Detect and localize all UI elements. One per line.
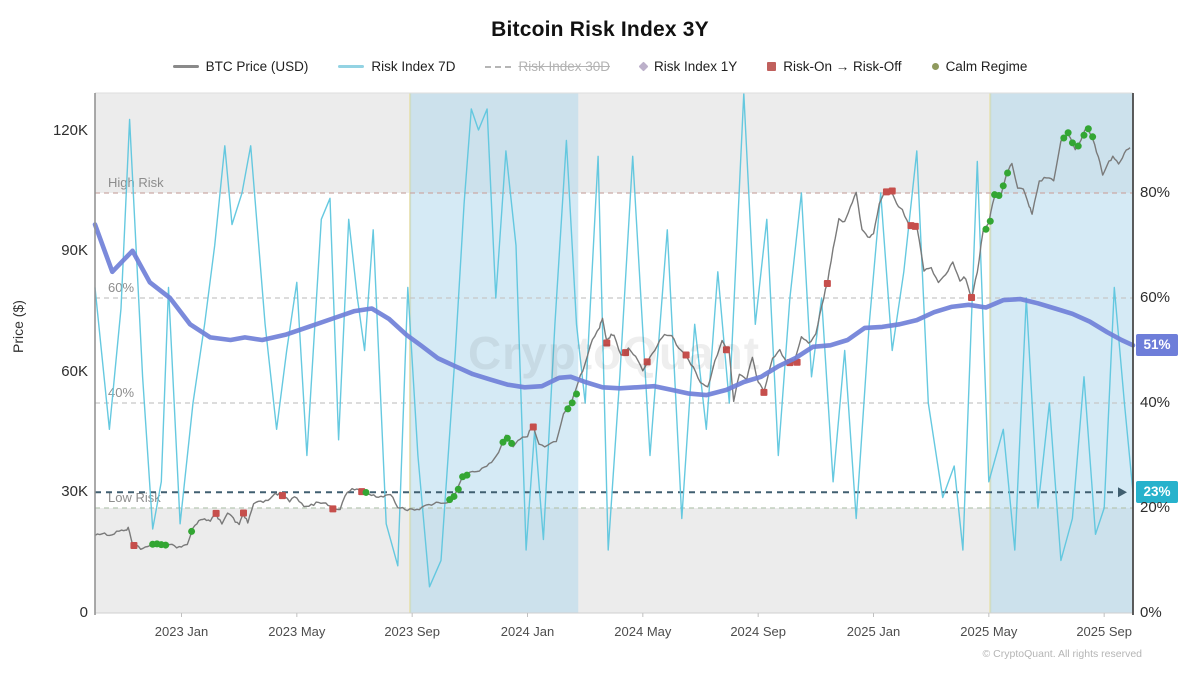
price-tick-label: 120K: [52, 121, 88, 139]
calm-regime-marker: [162, 541, 170, 549]
calm-regime-marker: [1060, 134, 1068, 142]
risk-off-marker: [911, 222, 919, 230]
calm-regime-marker: [1064, 129, 1072, 137]
risk-off-marker: [682, 351, 690, 359]
calm-regime-marker: [508, 439, 516, 447]
legend-swatch-icon: [172, 65, 199, 68]
price-axis-title: Price ($): [10, 300, 26, 353]
legend-swatch-icon: [485, 65, 512, 68]
risk-index-7d-line: [94, 92, 1134, 588]
price-tick-label: 60K: [61, 362, 88, 380]
legend-swatch-icon: [767, 62, 777, 71]
calm-regime-marker: [982, 225, 990, 233]
risk-off-marker: [529, 423, 537, 431]
legend-swatch-icon: [338, 65, 365, 68]
calm-regime-marker: [986, 217, 994, 225]
legend-item-1[interactable]: Risk Index 7D: [338, 59, 455, 74]
risk-off-marker: [212, 509, 220, 517]
price-tick-label: 90K: [61, 242, 88, 260]
calm-regime-marker: [1004, 169, 1012, 177]
calm-regime-marker: [463, 471, 471, 479]
pct-tick-label: 80%: [1140, 184, 1171, 201]
chart-legend: BTC Price (USD) Risk Index 7D Risk Index 3…: [0, 59, 1200, 74]
calm-regime-marker: [995, 191, 1003, 199]
pct-tick-label: 60%: [1140, 289, 1171, 306]
x-tick-label: 2025 Jan: [846, 624, 901, 639]
risk-off-marker: [603, 339, 611, 347]
legend-item-4[interactable]: Risk-On → Risk-Off: [767, 59, 902, 74]
risk-off-marker: [888, 187, 896, 195]
risk-index-1y-line: [92, 222, 1136, 398]
legend-item-2[interactable]: Risk Index 30D: [485, 59, 610, 74]
x-tick-label: 2024 Sep: [730, 624, 786, 639]
risk-off-marker: [643, 358, 651, 366]
legend-swatch-icon: [931, 63, 939, 70]
x-tick-label: 2025 May: [960, 624, 1018, 639]
legend-item-3[interactable]: Risk Index 1Y: [638, 59, 738, 74]
legend-label: Calm Regime: [945, 59, 1028, 74]
calm-regime-marker: [573, 390, 581, 398]
pct-tick-label: 40%: [1140, 394, 1171, 411]
risk-off-marker: [968, 294, 976, 302]
legend-label: BTC Price (USD): [205, 59, 309, 74]
gridline-label: 40%: [108, 385, 134, 400]
gridline-label: Low Risk: [108, 490, 161, 505]
risk-off-marker: [130, 541, 138, 549]
risk-off-marker: [823, 279, 831, 287]
current-value-arrow-icon: [1118, 487, 1127, 498]
calm-regime-marker: [454, 485, 462, 493]
price-tick-label: 0: [79, 604, 88, 621]
risk-7d-current-badge: 23%: [1136, 481, 1178, 504]
risk-off-marker: [329, 505, 337, 513]
x-tick-label: 2025 Sep: [1076, 624, 1132, 639]
legend-label: Risk Index 1Y: [654, 59, 738, 74]
calm-regime-marker: [564, 405, 572, 413]
calm-regime-marker: [568, 399, 576, 407]
x-tick-label: 2023 Sep: [384, 624, 440, 639]
highlight-band-0: [410, 93, 579, 613]
gridline-label: 60%: [108, 280, 134, 295]
pct-tick-label: 20%: [1140, 499, 1171, 516]
page-title: Bitcoin Risk Index 3Y: [491, 18, 709, 41]
calm-regime-marker: [1080, 131, 1088, 139]
risk-off-marker: [722, 346, 730, 354]
legend-label: Risk-On → Risk-Off: [783, 59, 902, 74]
risk-off-marker: [239, 509, 247, 517]
risk-off-marker: [760, 388, 768, 396]
risk-1y-current-badge: 51%: [1136, 334, 1178, 357]
x-tick-label: 2024 Jan: [500, 624, 555, 639]
calm-regime-marker: [503, 434, 511, 442]
price-tick-label: 30K: [61, 483, 88, 501]
risk-off-marker: [278, 492, 286, 500]
legend-item-5[interactable]: Calm Regime: [931, 59, 1028, 74]
calm-regime-marker: [1068, 139, 1076, 147]
legend-label: Risk Index 7D: [371, 59, 456, 74]
gridline-label: High Risk: [108, 175, 164, 190]
pct-tick-label: 0%: [1140, 604, 1162, 621]
copyright-footer: © CryptoQuant. All rights reserved: [982, 648, 1142, 660]
calm-regime-marker: [999, 182, 1007, 190]
low-risk-zone: [95, 508, 1133, 613]
risk-off-marker: [622, 349, 630, 357]
calm-regime-marker: [1074, 142, 1082, 150]
x-tick-label: 2023 Jan: [154, 624, 209, 639]
highlight-band-1: [990, 93, 1133, 613]
calm-regime-marker: [188, 527, 196, 535]
calm-regime-marker: [1084, 125, 1092, 133]
x-tick-label: 2024 May: [614, 624, 672, 639]
high-risk-zone: [95, 93, 1133, 194]
legend-label: Risk Index 30D: [518, 59, 610, 74]
legend-item-0[interactable]: BTC Price (USD): [172, 59, 309, 74]
calm-regime-marker: [1089, 133, 1097, 141]
x-tick-label: 2023 May: [268, 624, 326, 639]
calm-regime-marker: [362, 488, 370, 496]
risk-off-marker: [882, 188, 890, 196]
calm-regime-marker: [450, 492, 458, 500]
